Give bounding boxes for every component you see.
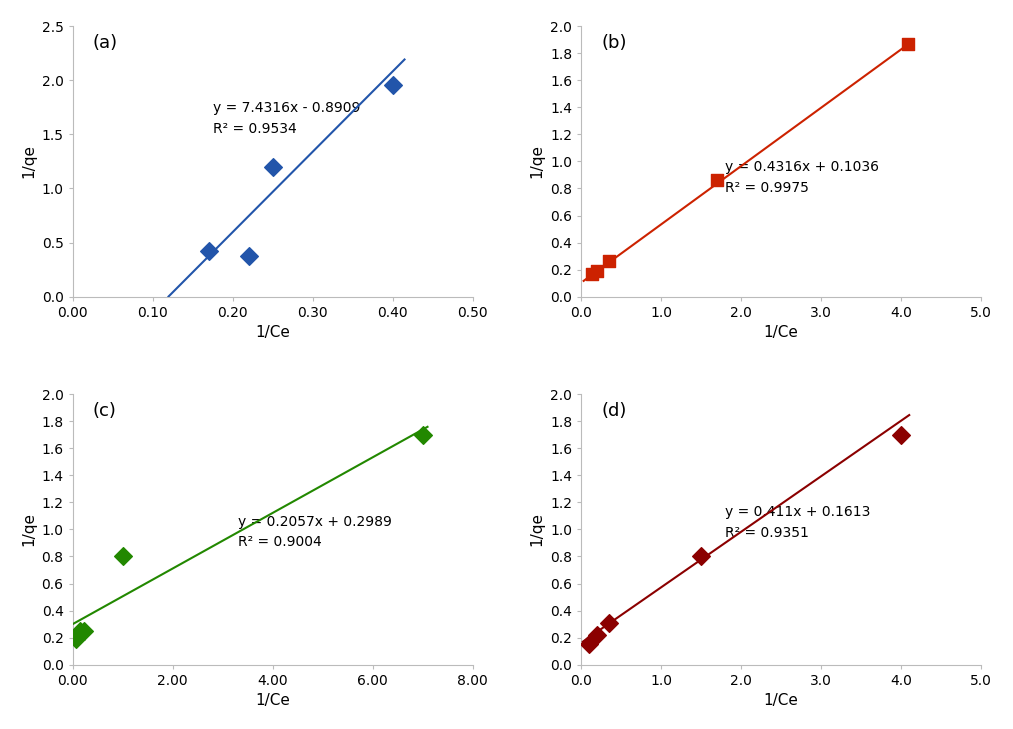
Y-axis label: 1/qe: 1/qe	[530, 512, 545, 547]
Point	[76, 625, 92, 636]
Text: y = 0.4316x + 0.1036
R² = 0.9975: y = 0.4316x + 0.1036 R² = 0.9975	[725, 160, 879, 195]
Point	[590, 629, 606, 641]
Point	[581, 638, 598, 650]
Y-axis label: 1/qe: 1/qe	[530, 144, 545, 179]
Point	[201, 246, 217, 257]
Point	[693, 550, 709, 562]
Text: y = 0.2057x + 0.2989
R² = 0.9004: y = 0.2057x + 0.2989 R² = 0.9004	[237, 515, 391, 550]
Point	[583, 268, 600, 279]
Point	[240, 250, 256, 262]
X-axis label: 1/Ce: 1/Ce	[764, 325, 798, 340]
X-axis label: 1/Ce: 1/Ce	[764, 693, 798, 708]
Text: (b): (b)	[602, 34, 627, 52]
Point	[590, 265, 606, 277]
Y-axis label: 1/qe: 1/qe	[21, 512, 35, 547]
Text: (a): (a)	[92, 34, 118, 52]
Point	[264, 161, 281, 173]
Text: (c): (c)	[92, 402, 116, 421]
Point	[414, 429, 431, 440]
Y-axis label: 1/qe: 1/qe	[21, 144, 35, 179]
Point	[114, 550, 131, 562]
Point	[72, 625, 88, 636]
X-axis label: 1/Ce: 1/Ce	[255, 693, 290, 708]
Point	[384, 79, 400, 90]
Point	[709, 174, 725, 186]
Point	[601, 255, 617, 267]
Point	[68, 633, 84, 644]
Point	[601, 617, 617, 628]
Text: (d): (d)	[602, 402, 627, 421]
Point	[900, 38, 916, 50]
Text: y = 7.4316x - 0.8909
R² = 0.9534: y = 7.4316x - 0.8909 R² = 0.9534	[213, 101, 360, 136]
Point	[893, 429, 910, 440]
Text: y = 0.411x + 0.1613
R² = 0.9351: y = 0.411x + 0.1613 R² = 0.9351	[725, 505, 870, 540]
X-axis label: 1/Ce: 1/Ce	[255, 325, 290, 340]
